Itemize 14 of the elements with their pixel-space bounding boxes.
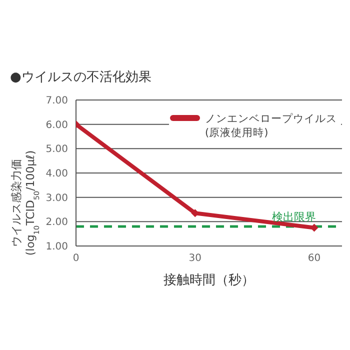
y-tick-label: 6.00 (46, 120, 68, 131)
ref-line-label: 検出限界 (272, 210, 316, 224)
y-tick-label: 5.00 (46, 144, 68, 156)
legend-label: ノンエンベロープウイルス (原液使用時) (205, 112, 337, 139)
y-tick-label: 1.00 (46, 242, 68, 253)
x-tick-label: 60 (308, 253, 321, 264)
y-tick-label: 2.00 (46, 217, 68, 228)
x-axis-title: 接触時間（秒） (164, 273, 254, 288)
y-tick-label: 3.00 (46, 192, 68, 204)
y-tick-label: 4.00 (46, 168, 68, 180)
x-tick-label: 30 (188, 253, 202, 264)
x-tick-label: 0 (72, 253, 80, 264)
y-tick-label: 7.00 (46, 96, 68, 107)
chart-title: ●ウイルスの不活化効果 (10, 69, 152, 86)
